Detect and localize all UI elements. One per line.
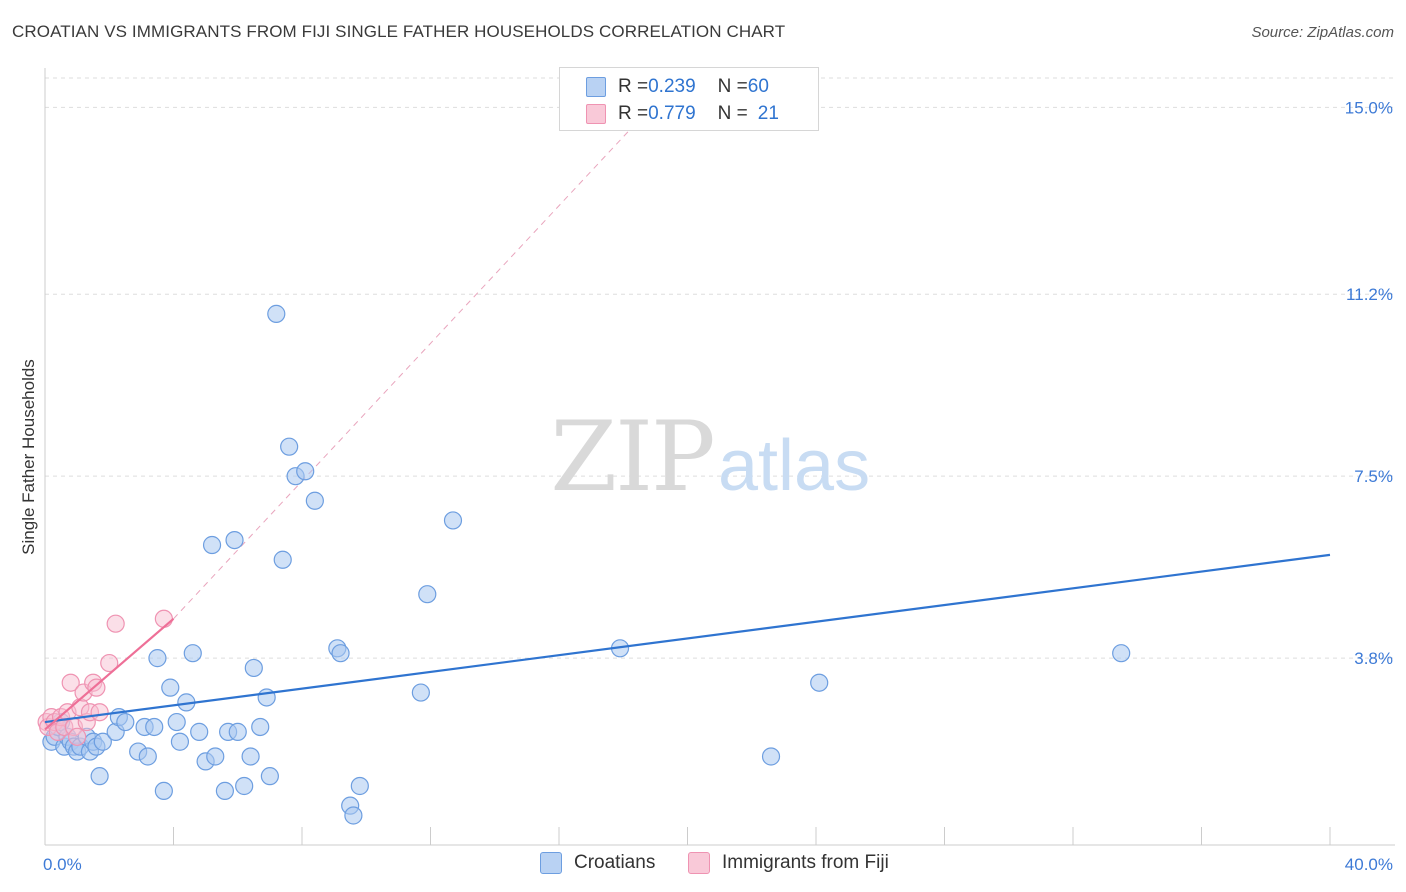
croatians-point (116, 712, 135, 732)
series-legend: Croatians Immigrants from Fiji (0, 852, 1406, 878)
legend-swatch-blue (586, 77, 606, 97)
watermark-atlas: atlas (718, 426, 870, 506)
legend-r-value: 0.239 (648, 76, 696, 97)
x-tick-label: 40.0% (1345, 855, 1393, 874)
y-tick-label: 3.8% (1354, 649, 1393, 668)
croatians-point (93, 732, 112, 751)
legend-r-label: R = (618, 103, 649, 124)
croatians-point (148, 649, 167, 668)
y-axis-title: Single Father Households (19, 359, 38, 555)
croatians-point (228, 722, 247, 741)
fiji-point (87, 678, 106, 697)
croatians-point (267, 304, 286, 323)
legend-n-label: N = (717, 76, 748, 97)
x-tick-label: 0.0% (43, 855, 82, 874)
croatians-point (202, 535, 222, 555)
axis-labels: 3.8% 7.5% 11.2% 15.0% 0.0% 40.0% Single Father… (19, 98, 1393, 874)
trend-lines (173, 67, 688, 620)
croatians-point (190, 722, 209, 741)
legend-label-fiji: Immigrants from Fiji (722, 852, 889, 873)
croatians-point (145, 717, 164, 737)
fiji-trend-line (44, 617, 175, 731)
croatians-point (280, 437, 299, 456)
legend-swatch-blue (540, 852, 562, 874)
legend-item-croatians[interactable]: Croatians (540, 852, 655, 874)
legend-n-value: 60 (747, 76, 769, 97)
legend-n-label: N = (717, 103, 748, 124)
y-tick-label: 7.5% (1354, 467, 1393, 486)
fiji-point (154, 609, 173, 628)
croatians-point (411, 683, 430, 702)
chart-title: CROATIAN VS IMMIGRANTS FROM FIJI SINGLE … (12, 22, 786, 41)
croatians-point (331, 644, 350, 663)
watermark-zip: ZIP (550, 401, 713, 513)
croatians-point (296, 462, 315, 481)
croatians-point (810, 673, 829, 692)
fiji-point (100, 653, 119, 673)
croatians-point (1112, 644, 1131, 663)
croatians-point (170, 732, 190, 751)
watermark: ZIP atlas (550, 401, 870, 513)
y-tick-label: 11.2% (1346, 285, 1393, 304)
croatians-point (90, 767, 109, 786)
legend-r-label: R = (618, 76, 649, 97)
fiji-point (68, 727, 87, 746)
legend-swatch-pink (586, 104, 606, 124)
data-points (37, 304, 1331, 825)
croatians-point (418, 585, 437, 604)
legend-row-fiji: R = 0.779 N = 21 (586, 101, 779, 127)
fiji-trend-extension (173, 67, 688, 620)
fiji-point (61, 673, 80, 692)
croatians-point (206, 747, 225, 766)
croatians-point (225, 531, 244, 550)
grid-lines (45, 77, 1395, 659)
stats-legend: R = 0.239 N = 60 R = 0.779 N = 21 (559, 67, 819, 131)
y-tick-label: 15.0% (1345, 98, 1393, 117)
croatians-point (260, 767, 279, 786)
croatians-point (241, 747, 260, 766)
croatians-point (167, 712, 186, 732)
croatians-point (350, 776, 369, 796)
croatians-point (443, 511, 463, 530)
croatians-point (183, 644, 202, 663)
axes (44, 68, 1395, 846)
legend-swatch-pink (688, 852, 710, 874)
croatians-point (305, 491, 324, 510)
fiji-point (106, 614, 125, 633)
source-credit: Source: ZipAtlas.com (1251, 24, 1394, 41)
legend-label-croatians: Croatians (574, 852, 656, 873)
legend-n-value: 21 (757, 103, 779, 124)
croatians-point (138, 747, 157, 766)
legend-item-fiji[interactable]: Immigrants from Fiji (688, 852, 889, 874)
croatians-point (761, 747, 781, 766)
croatians-point (154, 781, 173, 801)
legend-row-croatians: R = 0.239 N = 60 (586, 74, 769, 100)
croatians-point (215, 781, 234, 801)
croatians-point (273, 550, 292, 569)
fiji-point (90, 703, 109, 722)
croatians-point (251, 717, 270, 737)
croatians-point (244, 658, 263, 678)
croatians-point (235, 776, 254, 796)
croatians-trend-line (44, 553, 1331, 724)
croatians-point (161, 678, 180, 697)
legend-r-value: 0.779 (648, 103, 696, 124)
croatians-point (344, 806, 363, 825)
